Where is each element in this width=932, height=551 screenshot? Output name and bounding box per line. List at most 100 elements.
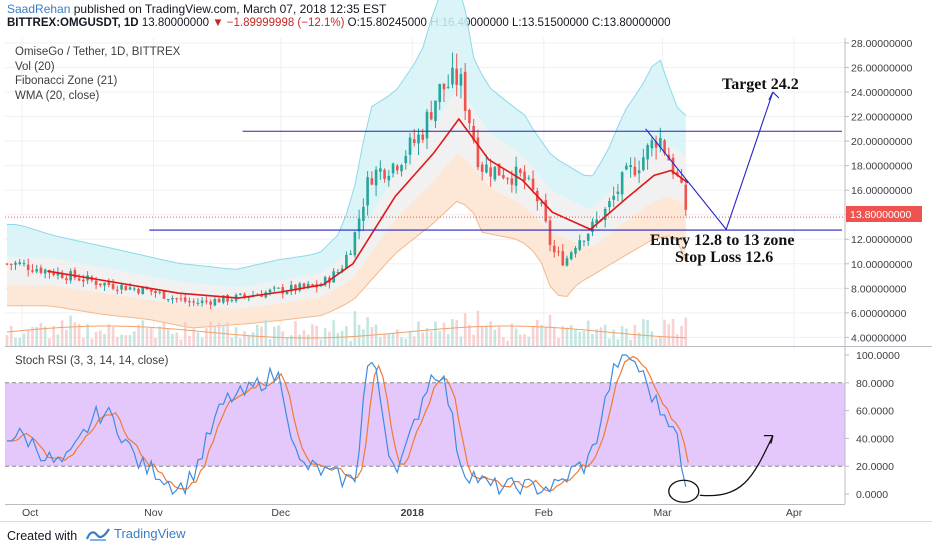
volume-bar <box>510 323 514 346</box>
volume-bar <box>480 326 484 346</box>
candle-down <box>557 251 560 253</box>
volume-bar <box>264 319 268 346</box>
volume-bar <box>26 329 30 346</box>
candle-up <box>103 282 106 286</box>
volume-bar <box>82 337 85 346</box>
candle-up <box>565 258 569 266</box>
created-with: Created with <box>7 529 78 543</box>
volume-bar <box>217 323 221 346</box>
candle-down <box>209 301 212 305</box>
candle-up <box>213 299 217 306</box>
ohlc-header: BITTREX:OMGUSDT, 1D 13.80000000 ▼ −1.899… <box>7 17 671 29</box>
candle-down <box>73 270 77 278</box>
volume-bar <box>116 336 119 346</box>
candle-down <box>552 245 556 253</box>
candle-down <box>472 125 475 141</box>
projection-path <box>645 91 774 231</box>
volume-bar <box>476 310 480 346</box>
time-axis-label: Apr <box>786 507 803 519</box>
chart-area[interactable]: 28.00000000 26.00000000 24.00000000 22.0000… <box>0 0 932 521</box>
candle-down <box>226 295 229 302</box>
volume-bar <box>472 334 475 346</box>
volume-bar <box>120 334 123 346</box>
volume-bar <box>548 314 552 346</box>
volume-bar <box>591 333 594 346</box>
volume-bar <box>251 332 255 346</box>
volume-bar <box>633 324 637 346</box>
price-axis-label: 28.00000000 <box>851 38 912 50</box>
candle-down <box>676 172 679 176</box>
tradingview-brand[interactable]: TradingView <box>86 526 186 541</box>
volume-bar <box>200 337 204 346</box>
volume-bar <box>69 315 72 346</box>
volume-bar <box>421 332 425 346</box>
volume-bar <box>459 336 463 346</box>
stoch-axis-label: 60.0000 <box>856 406 894 418</box>
volume-bar <box>192 328 195 346</box>
volume-bar <box>353 311 357 346</box>
volume-bar <box>349 340 352 346</box>
volume-bar <box>552 327 556 346</box>
volume-bar <box>442 322 446 346</box>
volume-bar <box>336 332 340 346</box>
candle-up <box>366 177 369 206</box>
candle-up <box>200 300 204 304</box>
volume-bar <box>209 321 212 346</box>
legend-fib: Fibonacci Zone (21) <box>15 75 117 87</box>
volume-bar <box>646 320 649 346</box>
volume-bar <box>154 337 157 346</box>
ohlc-values: O:15.80245000 H:16.40000000 L:13.5150000… <box>347 17 671 29</box>
volume-bar <box>540 324 543 346</box>
candle-up <box>22 263 26 265</box>
volume-bar <box>497 326 501 346</box>
candle-up <box>459 74 463 86</box>
candle-down <box>116 289 119 291</box>
candle-down <box>302 283 306 288</box>
candle-up <box>417 134 420 144</box>
entry-label: Entry 12.8 to 13 zone <box>650 232 794 249</box>
volume-bar <box>425 328 429 346</box>
volume-bar <box>281 331 285 346</box>
volume-bar <box>175 332 178 346</box>
candle-up <box>612 195 615 200</box>
volume-bar <box>103 333 106 346</box>
candle-down <box>519 169 522 174</box>
candle-down <box>183 297 187 302</box>
candle-up <box>35 269 38 272</box>
volume-bar <box>565 327 569 346</box>
volume-bar <box>620 325 624 346</box>
candle-up <box>272 287 276 289</box>
candle-up <box>277 287 280 289</box>
candle-down <box>77 278 81 281</box>
volume-bar <box>659 336 662 346</box>
volume-bar <box>629 339 632 346</box>
legend-wma: WMA (20, close) <box>15 90 100 102</box>
volume-bar <box>298 334 302 346</box>
candle-up <box>578 240 582 250</box>
volume-bar <box>383 333 386 346</box>
volume-bar <box>145 328 149 346</box>
candle-up <box>569 252 573 260</box>
candle-up <box>608 201 611 208</box>
candle-up <box>362 206 365 221</box>
volume-bar <box>489 321 492 346</box>
volume-bar <box>289 335 293 346</box>
volume-bar <box>132 331 136 346</box>
volume-bar <box>188 335 191 346</box>
volume-bar <box>438 330 442 346</box>
time-axis-label: Feb <box>535 507 553 519</box>
volume-bar <box>65 329 68 346</box>
candle-up <box>14 262 17 265</box>
candle-up <box>387 175 391 181</box>
candle-down <box>497 163 501 176</box>
author-link[interactable]: SaadRehan <box>7 2 71 16</box>
volume-bar <box>247 334 251 346</box>
candle-down <box>468 110 471 124</box>
last-price-tag: 13.80000000 <box>846 206 922 222</box>
legend-title: OmiseGo / Tether, 1D, BITTREX <box>15 46 181 58</box>
volume-bar <box>485 325 488 346</box>
volume-bar <box>294 321 297 346</box>
candle-down <box>52 271 55 276</box>
tradingview-logo-icon <box>86 527 110 541</box>
volume-bar <box>574 328 577 346</box>
